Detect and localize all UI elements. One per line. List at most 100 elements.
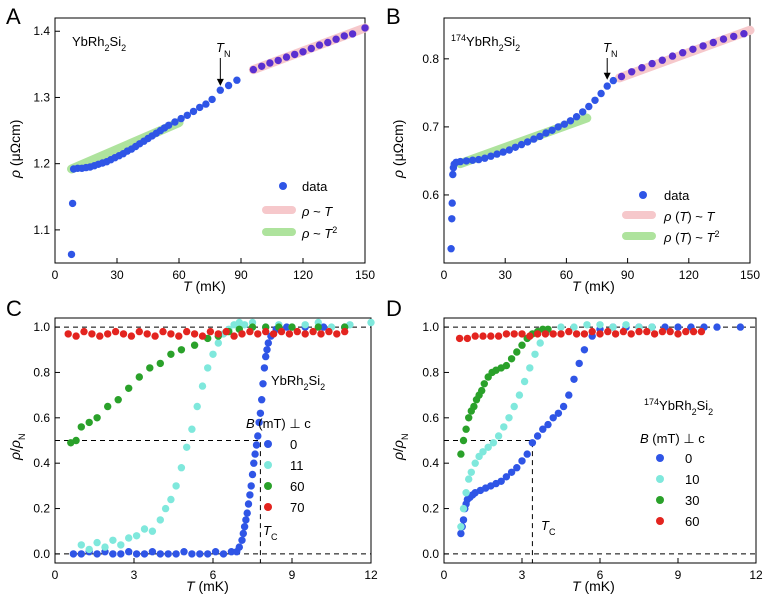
panel-c-point-s2-3 <box>85 418 93 427</box>
panel-d: D 0 3 6 9 12 0.0 0.2 0.4 0.6 0.8 1.0 174YbRh2Si2 B… <box>386 296 763 594</box>
panel-c-point-s3-18 <box>206 327 215 336</box>
panel-b-point-s0-2 <box>448 199 456 207</box>
panel-c-point-s1-21 <box>214 339 222 347</box>
panel-b-point-s0-16 <box>511 143 520 151</box>
panel-c-point-s1-16 <box>188 425 196 433</box>
panel-c-point-s3-32 <box>317 330 325 338</box>
panel-b-point-s1-11 <box>730 32 738 41</box>
panel-c: C 0 3 6 9 12 0.0 0.2 0.4 0.6 0.8 1.0 YbRh2Si2 B (m… <box>6 296 378 594</box>
panel-d-point-s0-2 <box>459 516 468 524</box>
panel-d-ytick-label-1: 0.2 <box>422 502 439 516</box>
panel-c-ylabel: ρ/ρN <box>7 434 27 461</box>
panel-c-ytick-label-0: 0.0 <box>33 547 50 561</box>
panel-b-point-s1-4 <box>658 56 666 64</box>
panel-a-legend-data-marker <box>279 182 287 190</box>
panel-c-point-s0-33 <box>251 450 259 458</box>
panel-c-point-s3-25 <box>262 327 270 336</box>
panel-d-point-s2-0 <box>457 450 465 458</box>
panel-c-point-s3-33 <box>325 327 333 336</box>
panel-a-axis-ticks: 0 30 60 90 120 150 1.1 1.2 1.3 1.4 <box>33 24 375 282</box>
panel-c-point-s2-13 <box>190 341 199 349</box>
panel-d-point-s1-14 <box>515 391 524 399</box>
panel-d-xtick-label-4: 12 <box>749 568 763 582</box>
panel-a-xlabel: T (mK) <box>183 278 226 294</box>
panel-d-ylabel: ρ/ρN <box>390 434 410 461</box>
panel-c-point-s0-7 <box>125 548 133 556</box>
panel-a-ytick-label-2: 1.3 <box>33 90 50 104</box>
panel-a-xtick-label-0: 0 <box>52 268 59 282</box>
panel-d-point-s3-17 <box>588 327 596 336</box>
panel-c-point-s0-29 <box>246 491 254 499</box>
panel-c-point-s0-20 <box>227 548 236 556</box>
panel-c-point-s2-11 <box>167 350 175 358</box>
panel-c-point-s0-26 <box>242 516 250 524</box>
panel-d-point-s3-16 <box>580 330 589 338</box>
panel-b-point-s0-10 <box>475 155 483 164</box>
panel-d-point-s3-22 <box>627 330 635 338</box>
panel-c-point-s3-31 <box>309 327 317 336</box>
panel-d-xtick-label-1: 3 <box>519 568 526 582</box>
panel-a-point-s1-10 <box>332 35 340 43</box>
panel-d-point-s3-18 <box>596 330 604 338</box>
panel-b-point-s0-28 <box>585 102 593 111</box>
panel-c-point-s3-5 <box>104 330 112 338</box>
panel-c-point-s3-20 <box>222 327 230 336</box>
panel-d-point-s2-15 <box>507 355 516 363</box>
panel-d-data-points <box>455 321 745 538</box>
panel-d-point-s3-20 <box>611 330 620 338</box>
panel-d-point-s2-8 <box>478 386 486 395</box>
panel-c-point-s1-15 <box>183 443 191 451</box>
panel-c-point-s3-21 <box>230 332 238 340</box>
panel-d-tc-guide <box>444 440 533 563</box>
panel-d-ytick-label-4: 0.8 <box>422 365 439 379</box>
panel-d-point-s3-0 <box>455 334 464 343</box>
panel-c-point-s0-10 <box>148 548 157 556</box>
panel-a-point-s1-2 <box>266 59 274 67</box>
panel-b-xlabel: T (mK) <box>572 278 615 294</box>
panel-c-ytick-label-5: 1.0 <box>33 320 50 334</box>
panel-c-guide-lines <box>55 326 371 563</box>
panel-c-point-s2-6 <box>114 396 122 404</box>
panel-c-point-s3-13 <box>167 330 175 338</box>
panel-b-xtick-label-3: 90 <box>621 268 635 282</box>
panel-a-point-s1-3 <box>274 56 282 65</box>
panel-c-point-s3-11 <box>151 332 159 340</box>
panel-b-point-s1-8 <box>699 42 707 50</box>
panel-b-point-s0-29 <box>591 96 599 105</box>
panel-d-ytick-label-2: 0.4 <box>422 456 439 470</box>
panel-b-point-s1-10 <box>719 35 728 43</box>
panel-a-point-s1-5 <box>291 50 299 59</box>
panel-a-xtick-label-5: 150 <box>355 268 375 282</box>
panel-d-point-s3-23 <box>635 327 643 336</box>
panel-c-point-s2-9 <box>146 364 154 372</box>
panel-a-legend-linear-band <box>262 206 296 214</box>
panel-d-point-s3-3 <box>479 332 487 340</box>
panel-c-point-s0-8 <box>132 550 141 558</box>
panel-a-point-s0-25 <box>165 121 173 129</box>
panel-c-point-s0-46 <box>283 323 291 331</box>
panel-d-point-s1-4 <box>467 468 475 476</box>
panel-c-point-s1-20 <box>209 350 217 358</box>
panel-d-point-s0-37 <box>674 323 682 331</box>
panel-d-point-s3-12 <box>549 330 557 338</box>
panel-c-point-s2-4 <box>93 414 101 422</box>
panel-c-legend-marker-0 <box>264 440 272 448</box>
panel-b-ylabel: ρ (μΩcm) <box>390 120 406 179</box>
panel-c-point-s2-7 <box>125 384 133 392</box>
panel-b-point-s0-1 <box>448 215 456 223</box>
panel-d-point-s1-27 <box>648 323 656 331</box>
panel-c-point-s1-19 <box>204 364 212 372</box>
panel-b-legend-data-marker <box>639 191 647 199</box>
panel-c-legend: 0 11 60 70 <box>264 437 304 515</box>
panel-a-point-s0-34 <box>224 81 233 90</box>
panel-b-point-s1-5 <box>668 52 677 60</box>
panel-b-frame <box>443 17 751 264</box>
panel-d-point-s2-3 <box>465 414 473 422</box>
panel-c-point-s1-5 <box>117 541 125 549</box>
panel-a-point-s1-11 <box>340 32 348 40</box>
panel-a-point-s0-30 <box>196 103 204 112</box>
panel-a-point-s1-8 <box>315 41 324 49</box>
panel-a-xtick-label-3: 90 <box>234 268 248 282</box>
panel-c-point-s0-1 <box>77 550 86 558</box>
